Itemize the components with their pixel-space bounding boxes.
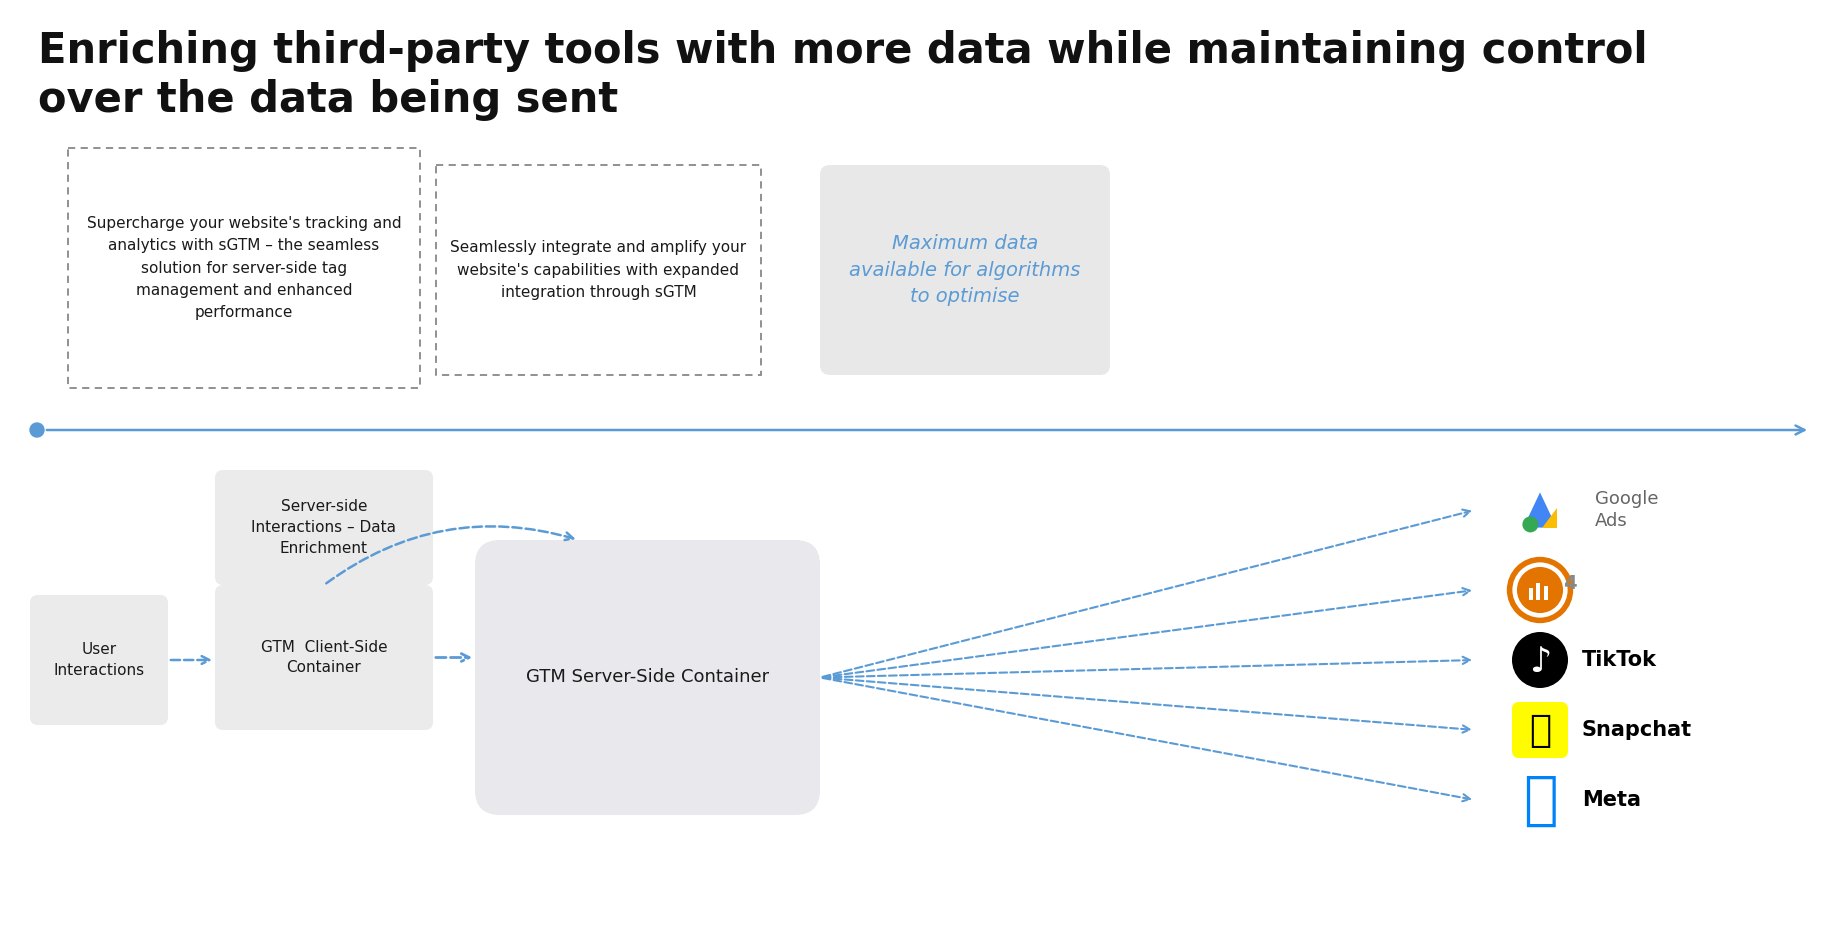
Polygon shape xyxy=(1541,508,1556,528)
Text: ⧟: ⧟ xyxy=(1523,771,1558,829)
Text: 4: 4 xyxy=(1563,574,1576,593)
Circle shape xyxy=(29,423,44,437)
Text: Enriching third-party tools with more data while maintaining control
over the da: Enriching third-party tools with more da… xyxy=(39,30,1648,120)
FancyBboxPatch shape xyxy=(215,585,432,730)
FancyBboxPatch shape xyxy=(1512,702,1569,758)
Text: Snapchat: Snapchat xyxy=(1582,720,1692,740)
Bar xyxy=(1536,583,1541,600)
FancyBboxPatch shape xyxy=(820,165,1111,375)
Text: Seamlessly integrate and amplify your
website's capabilities with expanded
integ: Seamlessly integrate and amplify your we… xyxy=(451,241,747,300)
Text: Maximum data
available for algorithms
to optimise: Maximum data available for algorithms to… xyxy=(850,234,1081,306)
Polygon shape xyxy=(1523,493,1556,528)
Circle shape xyxy=(1517,567,1563,613)
FancyBboxPatch shape xyxy=(29,595,167,725)
Text: 👻: 👻 xyxy=(1528,711,1550,748)
FancyBboxPatch shape xyxy=(474,540,820,815)
Circle shape xyxy=(1523,517,1539,532)
Bar xyxy=(1528,588,1534,600)
Text: TikTok: TikTok xyxy=(1582,650,1657,670)
Bar xyxy=(436,165,761,375)
Text: User
Interactions: User Interactions xyxy=(53,642,145,678)
Text: GTM Server-Side Container: GTM Server-Side Container xyxy=(526,669,769,686)
FancyBboxPatch shape xyxy=(215,470,432,585)
Text: Meta: Meta xyxy=(1582,790,1640,810)
Bar xyxy=(1543,586,1548,600)
Text: GTM  Client-Side
Container: GTM Client-Side Container xyxy=(261,640,388,675)
Circle shape xyxy=(1512,632,1569,688)
Text: Server-side
Interactions – Data
Enrichment: Server-side Interactions – Data Enrichme… xyxy=(252,499,397,556)
Text: ♪: ♪ xyxy=(1528,645,1550,679)
Text: Google
Ads: Google Ads xyxy=(1594,490,1659,530)
Text: Supercharge your website's tracking and
analytics with sGTM – the seamless
solut: Supercharge your website's tracking and … xyxy=(86,216,401,319)
Bar xyxy=(68,148,419,388)
